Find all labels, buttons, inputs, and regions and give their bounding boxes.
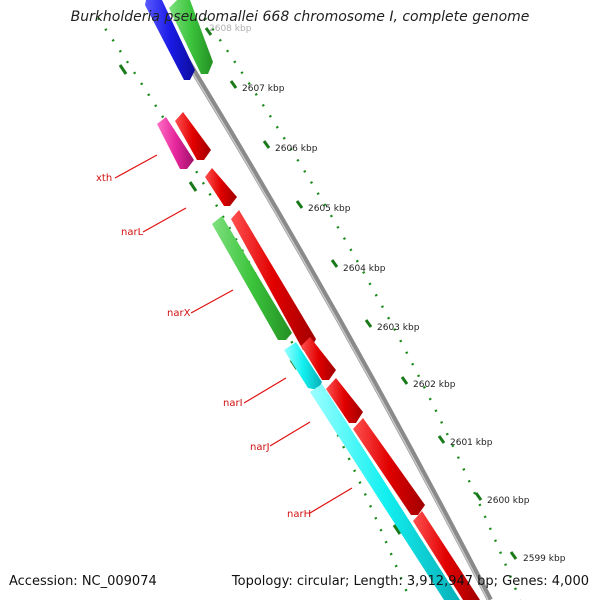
- tick-mark: [262, 140, 271, 149]
- inner-dotted-track: [97, 17, 412, 601]
- gene-block-cyan[interactable]: [310, 384, 460, 600]
- gene-label-narH[interactable]: narH: [287, 509, 311, 520]
- gene-block-red[interactable]: [301, 337, 336, 380]
- backbone-arc-highlight: [147, 0, 489, 601]
- tick-label: 2607 kbp: [242, 84, 285, 94]
- tick-mark: [204, 27, 213, 36]
- tick-label: 2605 kbp: [308, 204, 351, 214]
- backbone-arc: [147, 0, 493, 602]
- leader-line: [142, 207, 187, 233]
- tick-label: 2608 kbp: [209, 24, 252, 34]
- outer-dotted-ruler: [204, 17, 522, 601]
- tick-mark: [330, 259, 339, 268]
- gene-label-narI[interactable]: narI: [223, 398, 243, 409]
- gene-block-red[interactable]: [205, 168, 237, 206]
- leader-line: [190, 289, 234, 314]
- gene-block-red[interactable]: [326, 378, 363, 423]
- inner-tick-mark: [118, 64, 128, 75]
- gene-block-blue[interactable]: [145, 0, 195, 80]
- gene-label-xth[interactable]: xth: [96, 173, 112, 184]
- gene-block-cyan[interactable]: [284, 342, 322, 390]
- map-title: Burkholderia pseudomallei 668 chromosome…: [70, 9, 530, 25]
- leader-line: [114, 154, 158, 179]
- leader-line: [243, 377, 287, 404]
- tick-label: 2603 kbp: [377, 323, 420, 333]
- accession-text: Accession: NC_009074: [9, 574, 157, 589]
- leader-line: [269, 421, 311, 447]
- genome-summary-text: Topology: circular; Length: 3,912,947 bp…: [231, 574, 589, 589]
- gene-label-narJ[interactable]: narJ: [250, 442, 270, 453]
- tick-mark: [229, 80, 238, 89]
- gene-blocks: [145, 0, 480, 600]
- gene-block-red[interactable]: [175, 112, 211, 160]
- gene-label-narX[interactable]: narX: [167, 308, 191, 319]
- gene-label-narL[interactable]: narL: [121, 227, 144, 238]
- gene-block-magenta[interactable]: [157, 117, 194, 169]
- kbp-tick-labels: 2608 kbp 2607 kbp 2606 kbp 2605 kbp 2604…: [209, 24, 566, 564]
- tick-label: 2600 kbp: [487, 496, 530, 506]
- tick-mark: [437, 435, 446, 444]
- tick-label: 2604 kbp: [343, 264, 386, 274]
- tick-mark: [400, 376, 409, 385]
- tick-mark: [295, 200, 304, 209]
- tick-label: 2601 kbp: [450, 438, 493, 448]
- tick-mark: [364, 319, 373, 328]
- tick-label: 2606 kbp: [275, 144, 318, 154]
- leader-line: [309, 487, 353, 514]
- gene-block-green[interactable]: [212, 216, 292, 340]
- gene-block-red[interactable]: [413, 511, 480, 600]
- inner-tick-mark: [392, 524, 402, 535]
- gene-label-leaders: [114, 154, 353, 514]
- inner-tick-mark: [188, 181, 198, 192]
- tick-label: 2599 kbp: [523, 554, 566, 564]
- tick-mark: [509, 551, 518, 560]
- tick-label: 2602 kbp: [413, 380, 456, 390]
- gene-block-red[interactable]: [231, 210, 316, 350]
- gene-block-green[interactable]: [169, 0, 213, 74]
- gene-labels: xth narL narX narI narJ narH: [96, 173, 311, 520]
- kbp-ticks: [204, 27, 518, 560]
- gene-block-red[interactable]: [353, 418, 425, 515]
- tick-mark: [474, 492, 483, 501]
